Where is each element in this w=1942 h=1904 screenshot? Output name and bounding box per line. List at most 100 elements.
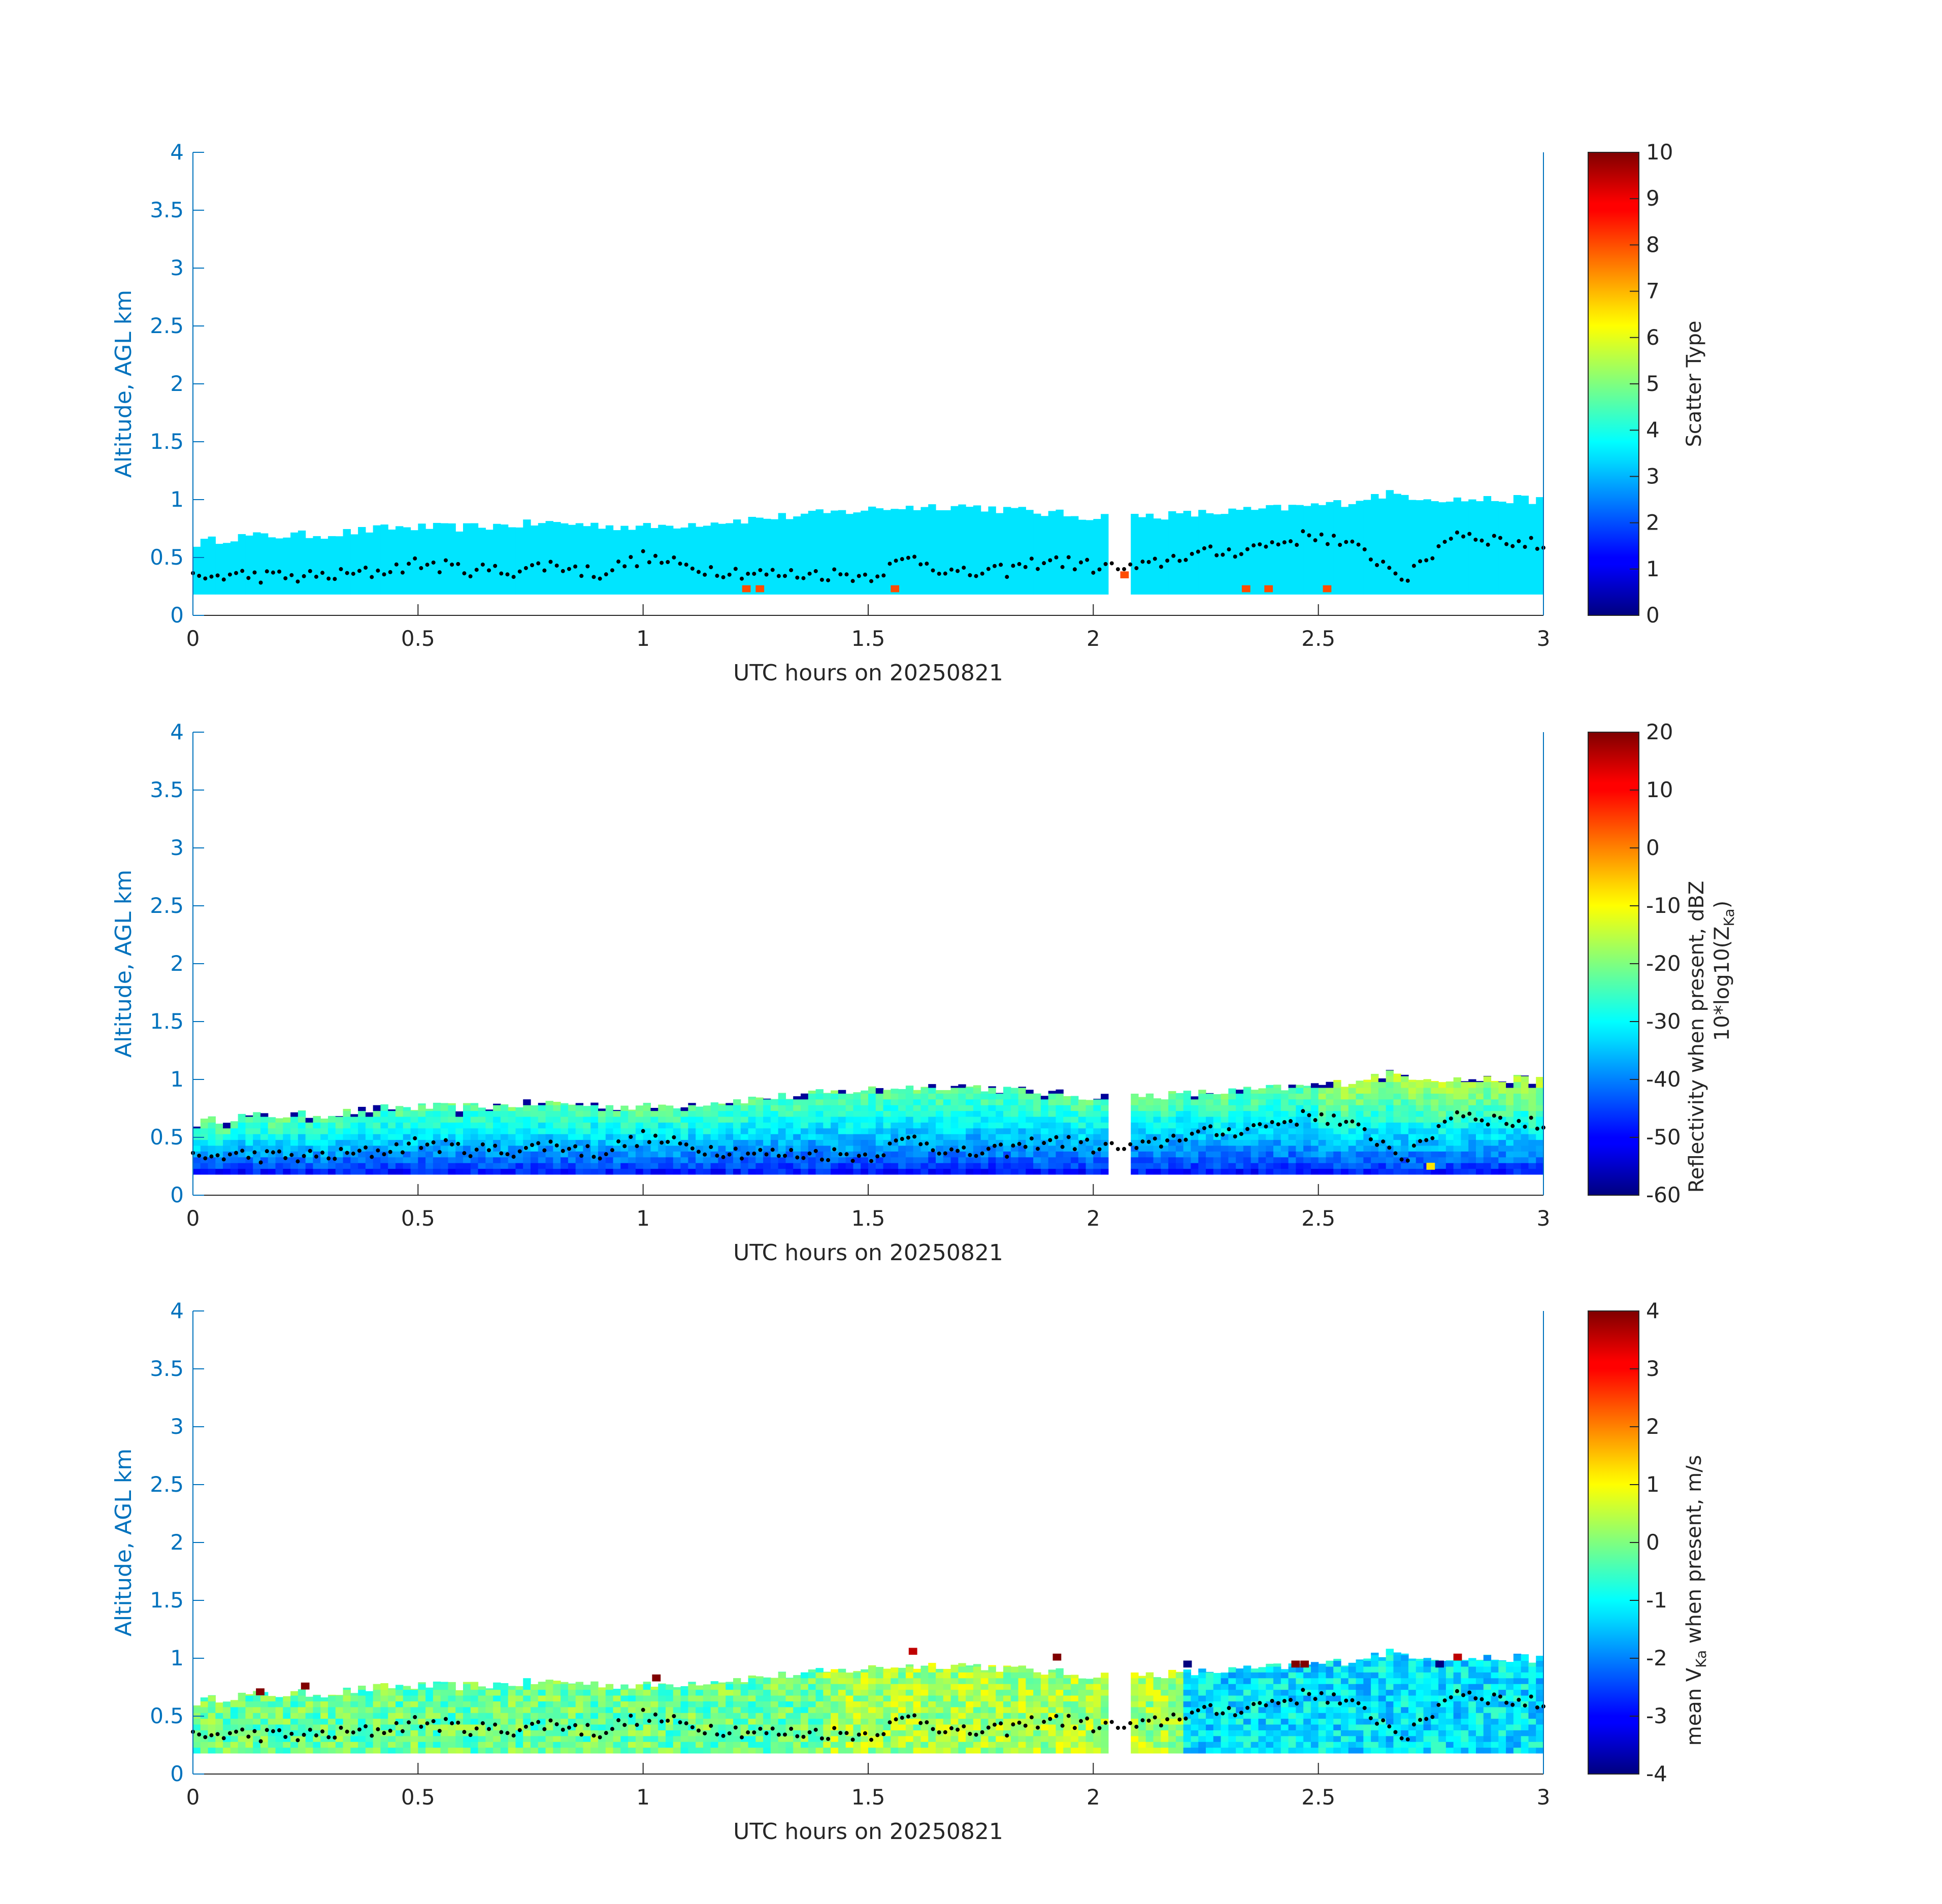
cloud-base-dot bbox=[1319, 1112, 1324, 1117]
echo-cell bbox=[1138, 1163, 1146, 1169]
echo-cell bbox=[1071, 1695, 1079, 1701]
echo-cell bbox=[508, 1110, 516, 1117]
echo-cell bbox=[898, 1701, 906, 1708]
echo-cell bbox=[958, 1116, 966, 1123]
echo-column bbox=[1071, 516, 1079, 595]
echo-cell bbox=[1056, 1157, 1064, 1163]
cloud-base-dot bbox=[949, 567, 953, 572]
echo-cell bbox=[1348, 1145, 1357, 1152]
cloud-base-dot bbox=[1418, 559, 1423, 564]
echo-cell bbox=[1168, 1695, 1176, 1701]
echo-column bbox=[1063, 516, 1071, 595]
echo-cell bbox=[620, 1134, 629, 1140]
echo-cell bbox=[958, 1128, 966, 1134]
cloud-base-dot bbox=[1368, 557, 1373, 562]
echo-cell bbox=[500, 1742, 509, 1748]
echo-cell bbox=[943, 1122, 951, 1129]
echo-cell bbox=[696, 1724, 704, 1730]
cloud-base-dot bbox=[1153, 556, 1157, 561]
echo-cell bbox=[1071, 1718, 1079, 1725]
echo-cell bbox=[298, 1134, 306, 1140]
echo-cell bbox=[658, 1706, 666, 1713]
echo-cell bbox=[553, 1110, 561, 1117]
echo-cell bbox=[988, 1666, 996, 1672]
echo-cell bbox=[936, 1122, 944, 1129]
echo-cell bbox=[1386, 1122, 1394, 1129]
echo-cell bbox=[433, 1689, 441, 1696]
cloud-base-dot bbox=[1375, 1142, 1379, 1147]
echo-cell bbox=[913, 1093, 921, 1100]
echo-cell bbox=[335, 1695, 344, 1701]
echo-cell bbox=[1521, 1139, 1529, 1146]
echo-cell bbox=[425, 1701, 434, 1708]
echo-cell bbox=[958, 1663, 966, 1667]
echo-cell bbox=[470, 1713, 479, 1719]
echo-cell bbox=[448, 1163, 456, 1169]
echo-cell bbox=[1206, 1168, 1214, 1175]
echo-cell bbox=[778, 1099, 786, 1105]
echo-cell bbox=[920, 1087, 929, 1094]
echo-cell bbox=[815, 1713, 824, 1719]
echo-cell bbox=[838, 1718, 846, 1725]
echo-cell bbox=[268, 1735, 276, 1742]
echo-cell bbox=[605, 1128, 614, 1134]
echo-cell bbox=[688, 1747, 696, 1754]
echo-cell bbox=[568, 1684, 576, 1690]
cloud-base-dot bbox=[1005, 1155, 1009, 1159]
echo-cell bbox=[620, 1684, 629, 1690]
echo-cell bbox=[755, 1713, 764, 1719]
echo-cell bbox=[748, 1157, 756, 1163]
echo-cell bbox=[380, 1110, 388, 1117]
echo-cell bbox=[358, 1157, 366, 1163]
echo-cell bbox=[785, 1163, 794, 1169]
echo-cell bbox=[343, 1128, 351, 1134]
echo-cell bbox=[950, 1664, 959, 1667]
echo-cell bbox=[485, 1122, 493, 1129]
y-tick-label: 1.5 bbox=[150, 429, 184, 454]
echo-cell bbox=[710, 1747, 719, 1754]
echo-cell bbox=[440, 1122, 449, 1129]
echo-cell bbox=[958, 1163, 966, 1169]
echo-cell bbox=[613, 1163, 621, 1169]
x-tick-label: 1 bbox=[636, 1206, 650, 1231]
echo-cell bbox=[523, 1110, 531, 1117]
echo-cell bbox=[620, 1742, 629, 1748]
y-tick-label: 0.5 bbox=[150, 1125, 184, 1150]
echo-cell bbox=[1078, 1695, 1087, 1701]
echo-cell bbox=[605, 1134, 614, 1140]
echo-cell bbox=[628, 1718, 636, 1725]
cloud-base-dot bbox=[616, 560, 621, 564]
cloud-base-dot bbox=[1529, 1115, 1533, 1120]
echo-cell bbox=[996, 1128, 1004, 1134]
echo-cell bbox=[763, 1706, 771, 1713]
echo-cell bbox=[463, 1724, 471, 1730]
echo-column bbox=[966, 507, 974, 595]
echo-cell bbox=[718, 1724, 726, 1730]
echo-cell bbox=[793, 1747, 801, 1754]
cloud-base-dot bbox=[308, 1148, 312, 1153]
echo-cell bbox=[748, 1675, 756, 1679]
echo-cell bbox=[440, 1730, 449, 1736]
echo-cell bbox=[523, 1134, 531, 1140]
echo-cell bbox=[1310, 1099, 1319, 1105]
echo-cell bbox=[1326, 1099, 1334, 1105]
echo-cell bbox=[1498, 1151, 1506, 1158]
echo-cell bbox=[696, 1145, 704, 1152]
echo-cell bbox=[966, 1735, 974, 1742]
echo-cell bbox=[1326, 1157, 1334, 1163]
echo-cell bbox=[1003, 1116, 1011, 1123]
echo-cell bbox=[815, 1145, 824, 1152]
echo-cell bbox=[448, 1151, 456, 1158]
echo-cell bbox=[853, 1134, 861, 1140]
echo-cell bbox=[605, 1105, 614, 1111]
y-tick-label: 4 bbox=[170, 140, 184, 165]
echo-cell bbox=[605, 1695, 614, 1701]
echo-cell bbox=[891, 1742, 899, 1748]
echo-cell bbox=[696, 1713, 704, 1719]
echo-cell bbox=[1423, 1081, 1431, 1088]
echo-cell bbox=[763, 1747, 771, 1754]
echo-cell bbox=[958, 1672, 966, 1679]
echo-cell bbox=[545, 1101, 553, 1105]
echo-cell bbox=[373, 1134, 381, 1140]
echo-cell bbox=[898, 1122, 906, 1129]
